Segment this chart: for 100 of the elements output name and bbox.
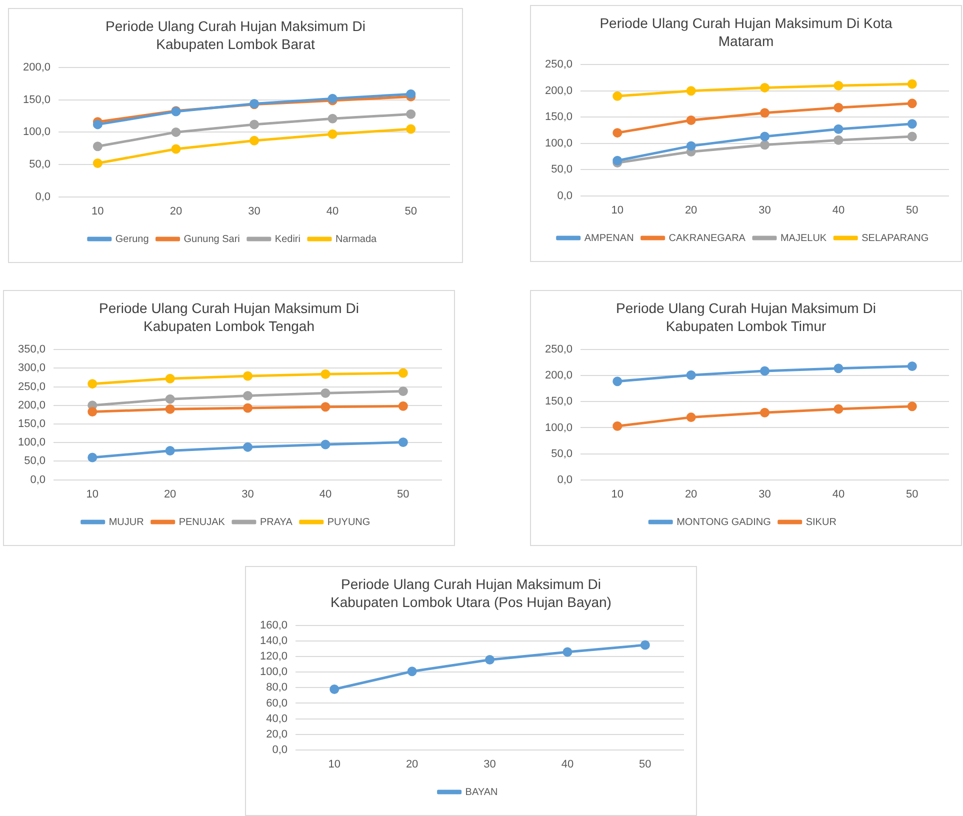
y-tick-label: 60,0: [266, 697, 288, 710]
point: [640, 640, 650, 650]
point: [171, 127, 181, 137]
legend-label: MUJUR: [108, 516, 144, 528]
y-tick-label: 140,0: [260, 635, 288, 648]
point: [320, 369, 330, 379]
point: [92, 120, 102, 130]
point: [398, 401, 408, 411]
point: [250, 136, 260, 146]
point: [834, 80, 844, 90]
point: [243, 390, 253, 400]
point: [406, 124, 416, 134]
y-tick-label: 250,0: [544, 58, 573, 71]
point: [398, 437, 408, 447]
point: [171, 144, 181, 154]
y-tick-label: 50,0: [551, 164, 573, 176]
y-tick-label: 100,0: [22, 126, 51, 138]
y-tick-label: 100,0: [18, 436, 46, 449]
point: [760, 140, 770, 150]
x-tick-label: 30: [248, 205, 260, 218]
x-tick-label: 50: [404, 205, 417, 218]
x-tick-label: 50: [906, 488, 918, 500]
legend-label: PUYUNG: [327, 516, 370, 528]
y-tick-label: 50,0: [551, 448, 573, 460]
point: [907, 402, 917, 412]
x-tick-label: 50: [397, 488, 410, 500]
x-tick-label: 20: [406, 758, 418, 770]
point: [88, 452, 98, 462]
x-tick-label: 50: [906, 204, 918, 216]
x-tick-label: 10: [611, 204, 624, 216]
x-tick-label: 10: [86, 488, 98, 500]
point: [165, 374, 175, 384]
y-tick-label: 150,0: [22, 94, 51, 106]
point: [686, 412, 696, 422]
point: [398, 368, 408, 378]
y-tick-label: 160,0: [260, 620, 288, 632]
x-tick-label: 10: [328, 758, 340, 770]
x-tick-label: 20: [684, 204, 698, 216]
point: [834, 102, 844, 112]
x-tick-label: 40: [832, 204, 845, 216]
point: [330, 684, 340, 694]
point: [92, 158, 102, 168]
y-tick-label: 350,0: [18, 344, 46, 356]
y-tick-label: 50,0: [24, 455, 46, 468]
point: [686, 370, 696, 380]
legend-label: SELAPARANG: [862, 232, 929, 244]
chart-title: Periode Ulang Curah Hujan Maksimum Di Kabupaten Lombok Barat: [104, 17, 366, 53]
point: [328, 114, 338, 124]
chart-title: Periode Ulang Curah Hujan Maksimum Di Kabupaten Lombok Tengah: [98, 299, 360, 335]
y-tick-label: 200,0: [544, 370, 573, 382]
y-tick-label: 0,0: [557, 474, 573, 486]
x-tick-label: 30: [484, 758, 496, 770]
legend-label: Gerung: [115, 234, 149, 245]
point: [407, 666, 417, 676]
point: [165, 404, 175, 414]
point: [243, 442, 253, 452]
y-tick-label: 150,0: [544, 111, 573, 124]
point: [320, 388, 330, 398]
point: [320, 440, 330, 450]
point: [686, 115, 696, 125]
y-tick-label: 0,0: [272, 744, 288, 756]
y-tick-label: 0,0: [557, 190, 573, 202]
y-tick-label: 200,0: [18, 399, 46, 412]
point: [612, 91, 622, 101]
x-tick-label: 50: [639, 758, 652, 770]
x-tick-label: 40: [326, 205, 339, 218]
point: [562, 647, 572, 657]
point: [760, 408, 770, 418]
point: [686, 86, 696, 96]
x-tick-label: 10: [92, 205, 104, 218]
y-tick-label: 0,0: [35, 190, 51, 203]
point: [243, 371, 253, 381]
y-tick-label: 250,0: [544, 344, 573, 356]
y-tick-label: 100,0: [260, 666, 288, 678]
point: [88, 406, 98, 416]
point: [907, 79, 917, 89]
point: [612, 156, 622, 166]
legend-label: MONTONG GADING: [676, 516, 772, 528]
y-tick-label: 100,0: [544, 137, 573, 150]
point: [686, 141, 696, 151]
chart-title: Periode Ulang Curah Hujan Maksimum Di Kabupaten Lombok Utara (Pos Hujan Bayan): [330, 575, 612, 611]
point: [612, 421, 622, 431]
point: [760, 366, 770, 376]
x-tick-label: 30: [758, 204, 771, 216]
point: [250, 120, 260, 130]
point: [834, 135, 844, 145]
legend-label: Narmada: [335, 234, 378, 245]
point: [165, 394, 175, 404]
y-tick-label: 20,0: [266, 728, 288, 740]
y-tick-label: 200,0: [544, 84, 573, 97]
y-tick-label: 50,0: [29, 158, 51, 171]
x-tick-label: 10: [611, 488, 624, 500]
point: [328, 129, 338, 139]
y-tick-label: 300,0: [18, 362, 46, 374]
point: [406, 89, 416, 99]
point: [485, 655, 495, 665]
y-tick-label: 80,0: [266, 682, 288, 694]
point: [320, 402, 330, 412]
chart-title: Periode Ulang Curah Hujan Maksimum Di Kota Mataram: [598, 14, 894, 50]
legend-label: PRAYA: [260, 516, 293, 528]
